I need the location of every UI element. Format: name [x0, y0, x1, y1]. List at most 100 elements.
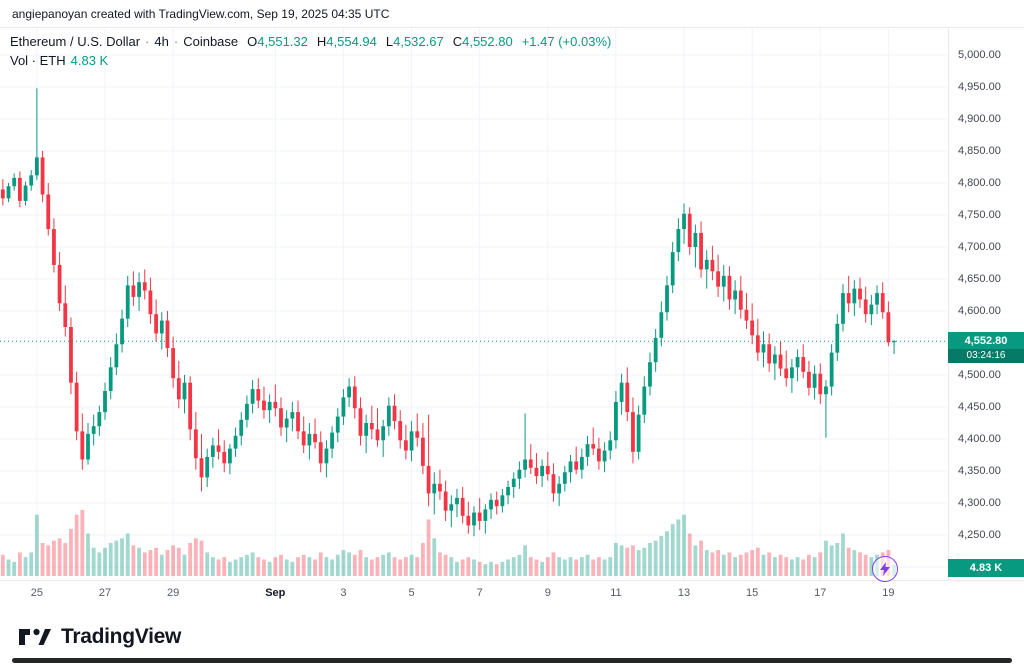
volume-bar	[489, 561, 493, 576]
volume-bar	[795, 557, 800, 576]
volume-bar	[841, 533, 845, 576]
volume-bar	[421, 543, 425, 576]
candle-body	[80, 431, 85, 460]
volume-bar	[409, 554, 414, 576]
chart-area[interactable]: Ethereum / U.S. Dollar · 4h · Coinbase O…	[0, 28, 1024, 582]
time-axis[interactable]: 25 27 29 Sep 3 5 7 9 11 13 15 17 19	[0, 580, 1024, 608]
price-axis[interactable]: 5,000.00 4,950.00 4,900.00 4,850.00 4,800.00…	[948, 28, 1024, 580]
candle-body	[460, 497, 465, 516]
candle-body	[256, 389, 261, 401]
candle-body	[262, 400, 266, 411]
volume-bar	[256, 557, 261, 576]
volume-bar	[829, 545, 834, 576]
candle-body	[829, 352, 834, 387]
candle-body	[23, 185, 28, 201]
candle-body	[472, 512, 476, 526]
volume-bar	[210, 557, 215, 576]
symbol-name[interactable]: Ethereum / U.S. Dollar	[10, 34, 141, 49]
flash-marker-icon[interactable]	[872, 556, 898, 582]
volume-bar	[443, 554, 448, 576]
candle-body	[341, 397, 346, 417]
volume-bar	[432, 538, 437, 576]
volume-bar	[506, 559, 510, 576]
volume-bar	[534, 559, 539, 576]
candle-body	[591, 444, 596, 449]
volume-bar	[477, 561, 482, 576]
candle-body	[97, 412, 102, 427]
candle-body	[721, 275, 726, 287]
candle-body	[409, 431, 414, 451]
volume-bar	[341, 550, 346, 576]
last-price-value: 4,552.80	[948, 332, 1024, 350]
candle-body	[301, 431, 306, 446]
price-axis-label: 4,950.00	[958, 80, 1001, 93]
volume-bar	[568, 557, 573, 576]
volume-bar	[347, 552, 352, 576]
candle-body	[426, 465, 431, 494]
candle-body	[193, 429, 198, 459]
candle-body	[540, 465, 545, 477]
candle-body	[699, 232, 703, 270]
candle-body	[250, 389, 255, 404]
candle-body	[375, 429, 380, 441]
candle-body	[273, 401, 278, 409]
candlestick-chart[interactable]	[0, 28, 948, 580]
candle-body	[69, 327, 73, 383]
candle-body	[807, 371, 811, 388]
candle-body	[631, 412, 635, 452]
candle-body	[596, 448, 601, 462]
volume-bar	[296, 557, 300, 576]
candle-body	[716, 271, 720, 287]
time-axis-label: 25	[30, 587, 44, 599]
exchange-label[interactable]: Coinbase	[183, 34, 239, 49]
volume-bar	[824, 540, 828, 576]
volume-bar	[863, 554, 868, 576]
brand-name[interactable]: TradingView	[61, 624, 182, 648]
candle-body	[335, 416, 340, 433]
candle-body	[852, 288, 857, 304]
volume-bar	[137, 547, 141, 576]
candle-body	[103, 391, 107, 413]
candle-body	[245, 403, 249, 420]
volume-bar	[625, 547, 630, 576]
volume-bar	[449, 557, 454, 576]
candle-body	[52, 229, 56, 265]
candle-body	[869, 304, 874, 315]
candle-body	[892, 341, 896, 343]
candle-body	[665, 285, 669, 313]
volume-badge: 4.83 K	[948, 559, 1024, 577]
candle-body	[352, 386, 357, 409]
volume-bar	[171, 545, 176, 576]
volume-bar	[545, 557, 550, 576]
volume-bar	[250, 552, 255, 576]
candle-body	[602, 450, 607, 462]
candle-body	[398, 421, 403, 441]
candle-body	[171, 348, 176, 379]
lightning-bolt-icon	[880, 562, 890, 576]
candle-body	[568, 461, 573, 473]
candle-body	[750, 320, 755, 336]
candle-body	[228, 448, 232, 464]
volume-bar	[636, 550, 641, 576]
volume-bar	[472, 559, 476, 576]
candle-body	[290, 412, 295, 419]
candle-body	[137, 282, 141, 297]
volume-label[interactable]: Vol · ETH	[10, 53, 66, 68]
candle-body	[148, 290, 153, 315]
last-price-badge: 4,552.80 03:24:16	[948, 332, 1024, 364]
time-axis-label: 7	[476, 587, 483, 599]
interval-label[interactable]: 4h	[154, 34, 169, 49]
candle-body	[682, 213, 686, 230]
candle-body	[125, 285, 130, 319]
volume-bar	[591, 559, 596, 576]
tradingview-logo-icon[interactable]	[18, 624, 52, 650]
price-axis-label: 4,800.00	[958, 176, 1001, 189]
footer: TradingView	[0, 608, 1024, 665]
volume-bar	[574, 559, 579, 576]
volume-value: 4.83 K	[70, 53, 109, 68]
candle-body	[267, 401, 272, 411]
candle-body	[875, 293, 879, 305]
change-value: +1.47 (+0.03%)	[521, 34, 612, 49]
time-axis-label: 29	[167, 587, 180, 599]
candle-body	[176, 378, 181, 400]
